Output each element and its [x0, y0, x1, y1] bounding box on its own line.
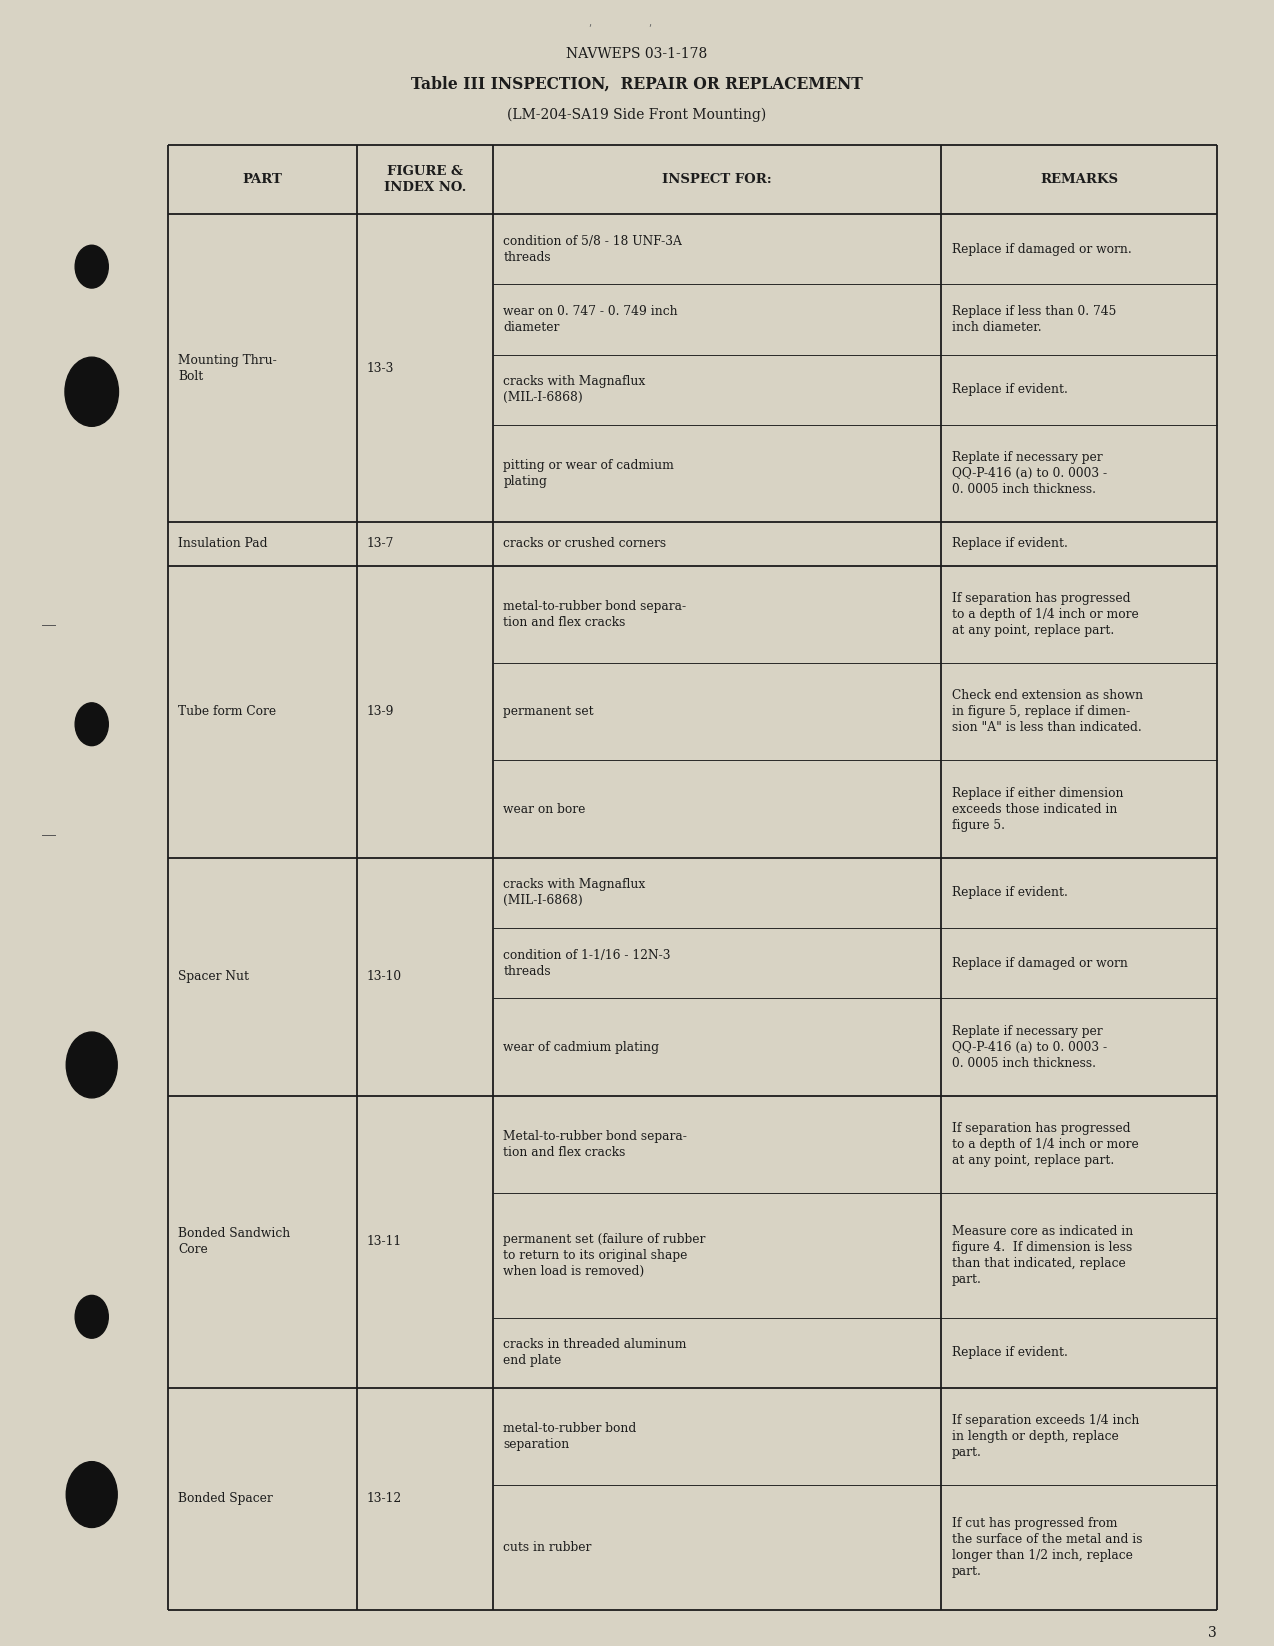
- Text: REMARKS: REMARKS: [1040, 173, 1119, 186]
- Text: permanent set (failure of rubber
to return to its original shape
when load is re: permanent set (failure of rubber to retu…: [503, 1233, 706, 1277]
- Text: wear on 0. 747 - 0. 749 inch
diameter: wear on 0. 747 - 0. 749 inch diameter: [503, 305, 678, 334]
- Text: If separation has progressed
to a depth of 1/4 inch or more
at any point, replac: If separation has progressed to a depth …: [952, 593, 1139, 637]
- Text: Replace if less than 0. 745
inch diameter.: Replace if less than 0. 745 inch diamete…: [952, 305, 1116, 334]
- Text: Bonded Spacer: Bonded Spacer: [178, 1493, 273, 1506]
- Circle shape: [75, 703, 108, 746]
- Text: condition of 1-1/16 - 12N-3
threads: condition of 1-1/16 - 12N-3 threads: [503, 948, 670, 978]
- Text: 13-7: 13-7: [367, 538, 394, 550]
- Text: Replate if necessary per
QQ-P-416 (a) to 0. 0003 -
0. 0005 inch thickness.: Replate if necessary per QQ-P-416 (a) to…: [952, 451, 1107, 495]
- Text: cuts in rubber: cuts in rubber: [503, 1541, 591, 1554]
- Text: metal-to-rubber bond
separation: metal-to-rubber bond separation: [503, 1422, 637, 1452]
- Text: ,: ,: [589, 18, 591, 28]
- Text: Replace if damaged or worn.: Replace if damaged or worn.: [952, 242, 1131, 255]
- Text: cracks or crushed corners: cracks or crushed corners: [503, 538, 666, 550]
- Text: 13-3: 13-3: [367, 362, 394, 375]
- Text: 3: 3: [1208, 1626, 1217, 1641]
- Text: wear on bore: wear on bore: [503, 803, 586, 815]
- Text: If separation has progressed
to a depth of 1/4 inch or more
at any point, replac: If separation has progressed to a depth …: [952, 1123, 1139, 1167]
- Text: pitting or wear of cadmium
plating: pitting or wear of cadmium plating: [503, 459, 674, 489]
- Text: Replace if evident.: Replace if evident.: [952, 887, 1068, 899]
- Text: 13-10: 13-10: [367, 969, 403, 983]
- Text: cracks with Magnaflux
(MIL-I-6868): cracks with Magnaflux (MIL-I-6868): [503, 375, 646, 405]
- Text: Metal-to-rubber bond separa-
tion and flex cracks: Metal-to-rubber bond separa- tion and fl…: [503, 1131, 687, 1159]
- Text: Insulation Pad: Insulation Pad: [178, 538, 268, 550]
- Text: Spacer Nut: Spacer Nut: [178, 969, 250, 983]
- Text: cracks in threaded aluminum
end plate: cracks in threaded aluminum end plate: [503, 1338, 687, 1368]
- Text: Mounting Thru-
Bolt: Mounting Thru- Bolt: [178, 354, 278, 382]
- Text: (LM-204-SA19 Side Front Mounting): (LM-204-SA19 Side Front Mounting): [507, 109, 767, 122]
- Circle shape: [65, 357, 118, 426]
- Text: If separation exceeds 1/4 inch
in length or depth, replace
part.: If separation exceeds 1/4 inch in length…: [952, 1414, 1139, 1458]
- Text: Replace if either dimension
exceeds those indicated in
figure 5.: Replace if either dimension exceeds thos…: [952, 787, 1124, 831]
- Text: Measure core as indicated in
figure 4.  If dimension is less
than that indicated: Measure core as indicated in figure 4. I…: [952, 1225, 1133, 1286]
- Text: condition of 5/8 - 18 UNF-3A
threads: condition of 5/8 - 18 UNF-3A threads: [503, 235, 682, 263]
- Text: FIGURE &
INDEX NO.: FIGURE & INDEX NO.: [383, 165, 466, 194]
- Text: NAVWEPS 03-1-178: NAVWEPS 03-1-178: [567, 48, 707, 61]
- Text: ,: ,: [648, 18, 651, 28]
- Text: Replace if evident.: Replace if evident.: [952, 538, 1068, 550]
- Text: Replace if evident.: Replace if evident.: [952, 1346, 1068, 1360]
- Text: Replace if damaged or worn: Replace if damaged or worn: [952, 956, 1127, 969]
- Text: metal-to-rubber bond separa-
tion and flex cracks: metal-to-rubber bond separa- tion and fl…: [503, 599, 687, 629]
- Circle shape: [75, 1295, 108, 1338]
- Text: 13-11: 13-11: [367, 1236, 403, 1248]
- Text: Check end extension as shown
in figure 5, replace if dimen-
sion "A" is less tha: Check end extension as shown in figure 5…: [952, 690, 1143, 734]
- Text: wear of cadmium plating: wear of cadmium plating: [503, 1040, 659, 1053]
- Circle shape: [66, 1462, 117, 1527]
- Text: INSPECT FOR:: INSPECT FOR:: [662, 173, 772, 186]
- Text: cracks with Magnaflux
(MIL-I-6868): cracks with Magnaflux (MIL-I-6868): [503, 879, 646, 907]
- Text: PART: PART: [242, 173, 283, 186]
- Text: Tube form Core: Tube form Core: [178, 704, 276, 718]
- Text: Bonded Sandwich
Core: Bonded Sandwich Core: [178, 1228, 290, 1256]
- Text: 13-12: 13-12: [367, 1493, 403, 1506]
- Circle shape: [66, 1032, 117, 1098]
- Text: Replate if necessary per
QQ-P-416 (a) to 0. 0003 -
0. 0005 inch thickness.: Replate if necessary per QQ-P-416 (a) to…: [952, 1025, 1107, 1070]
- Circle shape: [75, 245, 108, 288]
- Text: 13-9: 13-9: [367, 704, 395, 718]
- Text: If cut has progressed from
the surface of the metal and is
longer than 1/2 inch,: If cut has progressed from the surface o…: [952, 1518, 1143, 1579]
- Text: Replace if evident.: Replace if evident.: [952, 384, 1068, 397]
- Text: permanent set: permanent set: [503, 704, 594, 718]
- Text: Table III INSPECTION,  REPAIR OR REPLACEMENT: Table III INSPECTION, REPAIR OR REPLACEM…: [412, 76, 862, 92]
